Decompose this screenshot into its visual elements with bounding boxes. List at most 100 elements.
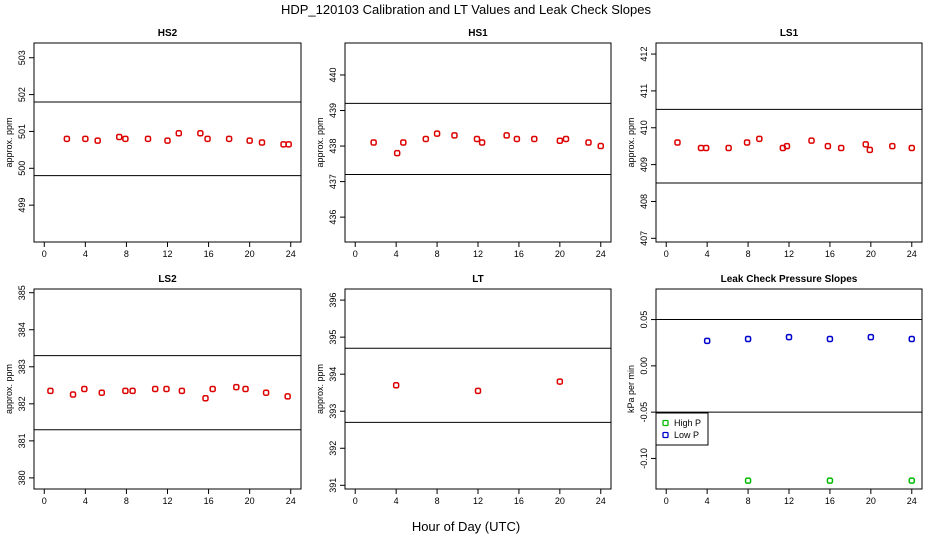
y-tick-label: 396: [328, 293, 338, 308]
data-point: [473, 135, 481, 143]
y-tick-label: 500: [17, 161, 27, 176]
x-tick-label: 24: [596, 496, 606, 506]
x-tick-label: 12: [162, 496, 172, 506]
data-point: [400, 139, 407, 146]
y-axis-label: kPa per min: [626, 365, 636, 413]
data-point: [129, 387, 136, 395]
y-tick-label: 501: [17, 124, 27, 139]
data-point: [824, 142, 832, 150]
data-point: [744, 477, 752, 484]
panel-2: LS1 approx. ppm 0 4 8 12 16 20 24 407 408 409 410 411…: [626, 28, 923, 259]
x-tick-label: 16: [204, 496, 214, 506]
data-point: [284, 393, 291, 400]
y-tick-label: 380: [17, 470, 27, 485]
y-tick-label: 392: [328, 441, 338, 456]
x-tick-label: 20: [245, 496, 255, 506]
data-point: [702, 144, 710, 152]
data-point: [556, 378, 564, 385]
figure-title: HDP_120103 Calibration and LT Values and…: [281, 2, 652, 17]
plot-frame: [344, 42, 612, 243]
data-point: [204, 135, 211, 143]
x-axis-title: Hour of Day (UTC): [412, 519, 520, 534]
x-tick-label: 8: [435, 496, 440, 506]
x-tick-label: 12: [784, 249, 794, 259]
data-point: [422, 135, 430, 143]
x-tick-label: 20: [866, 249, 876, 259]
legend-label: High P: [674, 418, 701, 428]
x-tick-label: 8: [746, 249, 751, 259]
y-tick-label: 408: [639, 194, 649, 209]
data-point: [393, 149, 401, 157]
data-point: [94, 137, 101, 144]
plot-frame: [655, 288, 923, 490]
panel-0: HS2 approx. ppm 0 4 8 12 16 20 24 499 500 501 502 503: [4, 28, 302, 259]
data-point: [242, 385, 249, 393]
data-point: [478, 139, 486, 146]
data-point: [175, 130, 183, 137]
data-point: [82, 135, 89, 143]
data-point: [826, 335, 834, 343]
data-point: [908, 477, 916, 484]
data-point: [744, 335, 752, 343]
y-tick-label: -0.10: [639, 448, 649, 469]
data-point: [209, 385, 216, 393]
y-tick-label: 412: [639, 47, 649, 62]
data-point: [562, 135, 570, 143]
y-tick-label: 440: [328, 67, 338, 82]
data-point: [451, 132, 458, 139]
data-point: [556, 137, 564, 144]
panel-title: Leak Check Pressure Slopes: [721, 274, 858, 285]
plot-frame: [655, 42, 923, 243]
data-point: [837, 144, 845, 152]
y-tick-label: 499: [17, 198, 27, 213]
data-point: [122, 387, 129, 395]
y-tick-label: 409: [639, 157, 649, 172]
x-tick-label: 4: [705, 249, 710, 259]
x-tick-label: 0: [664, 249, 669, 259]
y-tick-label: 503: [17, 50, 27, 65]
x-tick-label: 24: [907, 496, 917, 506]
y-axis-label: approx. ppm: [4, 364, 14, 414]
data-point: [164, 137, 171, 144]
x-tick-label: 4: [394, 249, 399, 259]
y-tick-label: 384: [17, 322, 27, 337]
data-point: [280, 141, 287, 148]
x-tick-label: 0: [664, 496, 669, 506]
data-point: [262, 389, 270, 396]
data-point: [674, 139, 681, 146]
x-tick-label: 16: [204, 249, 214, 259]
data-point: [163, 385, 170, 393]
y-axis-label: approx. ppm: [4, 117, 14, 167]
data-point: [756, 135, 763, 143]
data-point: [151, 385, 159, 393]
x-tick-label: 24: [907, 249, 917, 259]
data-point: [531, 135, 538, 143]
y-axis-label: approx. ppm: [626, 117, 636, 167]
data-point: [597, 142, 605, 150]
panel-4: LT approx. ppm 0 4 8 12 16 20 24 391 392 393 394 395 3…: [315, 274, 612, 506]
x-tick-label: 12: [784, 496, 794, 506]
data-point: [392, 382, 400, 389]
x-tick-label: 4: [83, 249, 88, 259]
data-point: [908, 144, 916, 152]
x-tick-label: 24: [286, 496, 296, 506]
data-point: [370, 139, 377, 146]
data-point: [908, 335, 916, 343]
data-point: [225, 135, 233, 143]
data-point: [202, 395, 209, 402]
panel-title: LS1: [780, 28, 799, 39]
data-point: [47, 387, 54, 395]
x-tick-label: 0: [353, 496, 358, 506]
y-tick-label: 439: [328, 103, 338, 118]
x-tick-label: 8: [435, 249, 440, 259]
x-tick-label: 4: [394, 496, 399, 506]
data-point: [513, 135, 521, 143]
y-tick-label: 394: [328, 367, 338, 382]
y-tick-label: 0.05: [639, 311, 649, 329]
data-point: [144, 135, 152, 143]
panel-3: LS2 approx. ppm 0 4 8 12 16 20 24 380 381 382 383 384…: [4, 274, 302, 506]
x-tick-label: 16: [514, 249, 524, 259]
x-tick-label: 16: [825, 496, 835, 506]
y-tick-label: 437: [328, 174, 338, 189]
